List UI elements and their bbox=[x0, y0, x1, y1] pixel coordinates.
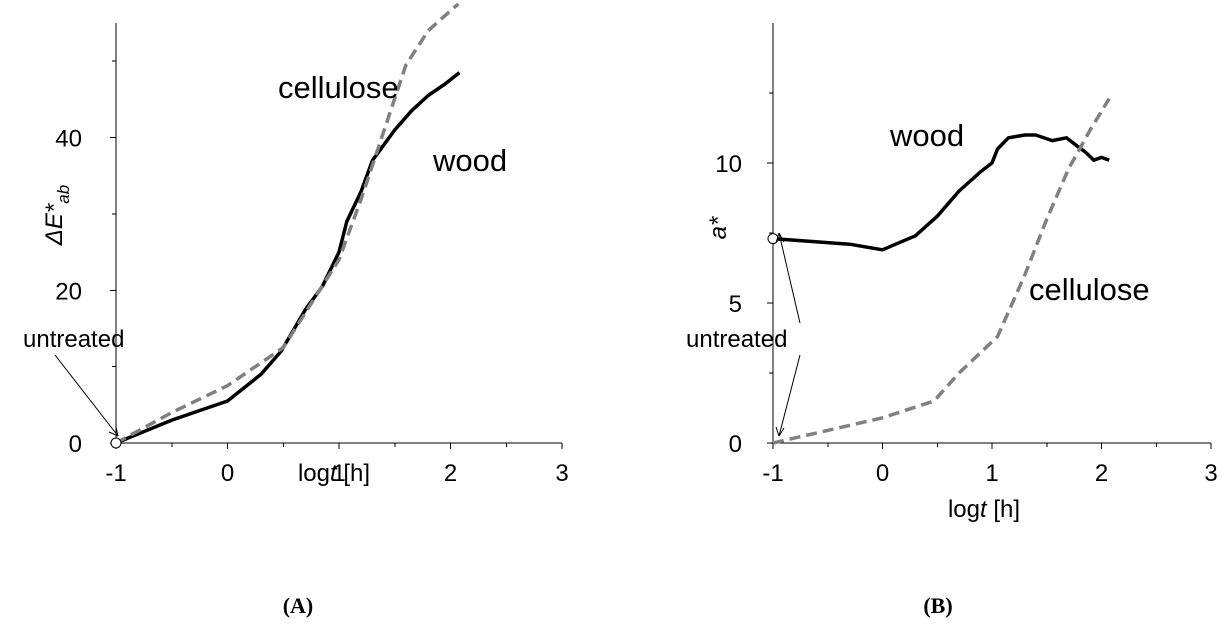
panel-b-annotation-arrow-down bbox=[778, 354, 801, 437]
panel-b-arrowhead-up bbox=[775, 232, 785, 244]
panel-b-x-tick-label: 1 bbox=[985, 460, 998, 487]
panel-b-y-tick-label: 0 bbox=[729, 431, 742, 458]
panel-b-x-axis-label: logt [h] bbox=[948, 496, 1020, 523]
panel-a-y-tick-label: 20 bbox=[55, 278, 82, 305]
panel-b-untreated-annotation: untreated bbox=[686, 326, 787, 353]
panel-a-annotation-arrow bbox=[54, 354, 119, 437]
panel-a-x-tick-label: 0 bbox=[221, 460, 234, 487]
panel-b-x-tick-label: 0 bbox=[876, 460, 889, 487]
panel-a-caption: (A) bbox=[283, 593, 314, 618]
panel-b-x-tick-label: -1 bbox=[762, 460, 783, 487]
panel-b-label-wood: wood bbox=[889, 118, 964, 153]
panel-b-y-tick-label: 5 bbox=[729, 291, 742, 318]
panel-a-series-wood bbox=[115, 71, 461, 445]
panel-a-y-tick-label: 40 bbox=[55, 126, 82, 153]
panel-b-series-wood bbox=[772, 133, 1110, 252]
panel-a-series-cellulose bbox=[115, 2, 460, 445]
panel-b-arrowhead-down bbox=[775, 426, 785, 437]
panel-b-label-cellulose: cellulose bbox=[1029, 272, 1150, 307]
panel-a-x-tick-label: 3 bbox=[555, 460, 568, 487]
panel-a-plot-area bbox=[110, 2, 461, 449]
panel-a-label-wood: wood bbox=[432, 143, 507, 178]
panel-b-caption: (B) bbox=[923, 593, 952, 618]
panel-b-y-tick-label: 10 bbox=[715, 151, 742, 178]
panel-b: -1 0 1 2 3 0 5 10 logt [h] a* wood cellulose un… bbox=[686, 23, 1218, 618]
panel-a-x-tick-label: 1 bbox=[332, 460, 345, 487]
panel-b-x-tick-label: 2 bbox=[1095, 460, 1108, 487]
panel-b-x-tick-label: 3 bbox=[1204, 460, 1217, 487]
panel-b-untreated-marker bbox=[767, 233, 779, 245]
panel-a-ticks: -1 0 1 2 3 0 20 40 bbox=[55, 60, 569, 487]
panel-a-arrowhead bbox=[108, 426, 119, 437]
panel-a-y-tick-label: 0 bbox=[69, 431, 82, 458]
panel-b-plot-area bbox=[767, 97, 1111, 445]
panel-a-x-tick-label: 2 bbox=[444, 460, 457, 487]
panel-a-y-axis-label: ΔE*ab bbox=[41, 185, 73, 246]
panel-a-x-axis-label: logt [h] bbox=[298, 460, 370, 487]
panel-b-annotation-arrow-up bbox=[778, 232, 801, 324]
panel-a: -1 0 1 2 3 0 20 40 logt [h] ΔE*ab cellulose woo… bbox=[23, 2, 569, 618]
panel-a-untreated-annotation: untreated bbox=[23, 326, 124, 353]
panel-a-label-cellulose: cellulose bbox=[278, 70, 399, 105]
panel-b-ticks: -1 0 1 2 3 0 5 10 bbox=[715, 92, 1218, 487]
panel-a-untreated-marker bbox=[110, 437, 122, 449]
panel-b-series-cellulose bbox=[772, 97, 1111, 445]
panel-b-y-axis-label: a* bbox=[705, 216, 732, 239]
panel-a-x-tick-label: -1 bbox=[105, 460, 126, 487]
